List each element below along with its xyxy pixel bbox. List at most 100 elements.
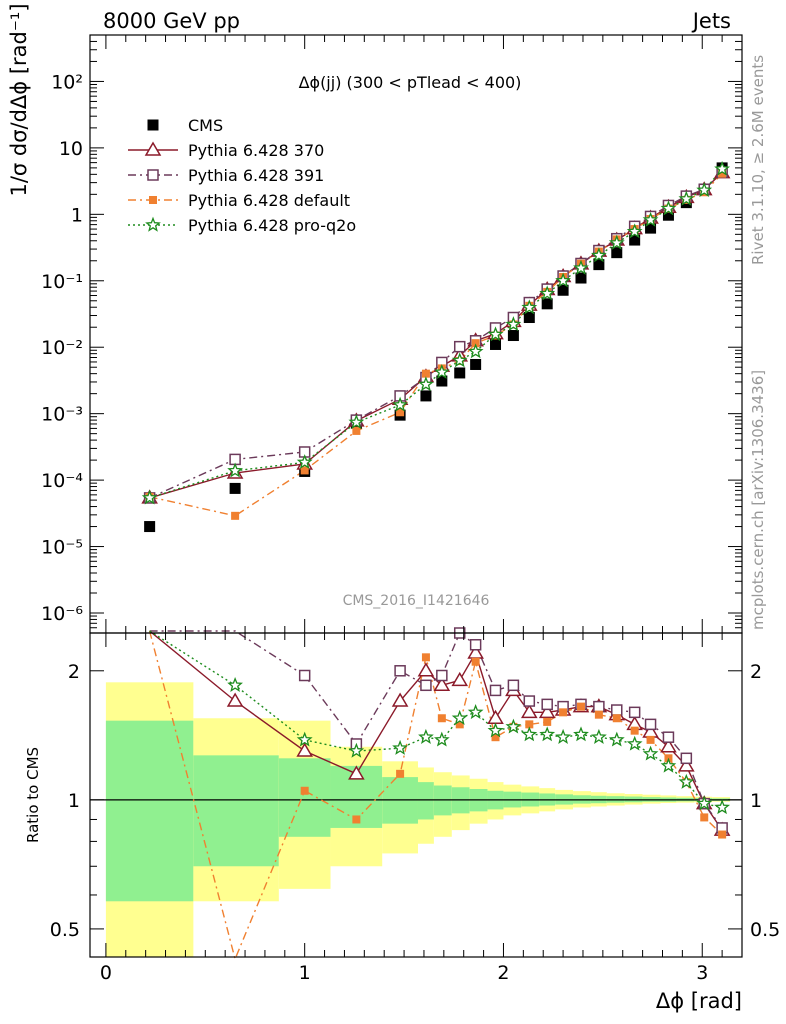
data-point [559, 708, 568, 717]
data-point [644, 718, 657, 731]
data-point [231, 511, 240, 520]
data-point [144, 141, 162, 156]
watermark: CMS_2016_I1421646 [343, 593, 490, 609]
ratio-y-tick-label-right: 2 [750, 661, 762, 683]
data-point [391, 692, 409, 707]
chart-title: Δϕ(jj) (300 < pTlead < 400) [299, 73, 522, 92]
data-point [680, 752, 693, 765]
data-point [696, 795, 713, 811]
data-point [628, 706, 641, 719]
data-point [141, 489, 158, 505]
data-point [433, 676, 451, 692]
data-point [612, 714, 621, 723]
data-point [594, 710, 603, 719]
data-point [455, 720, 464, 729]
data-point [541, 298, 553, 310]
data-point [700, 813, 709, 822]
data-point [593, 259, 605, 271]
ratio-plot-frame [89, 632, 743, 958]
header-left: 8000 GeV pp [103, 9, 240, 33]
data-point [714, 160, 731, 176]
data-point [352, 815, 361, 824]
legend-label: Pythia 6.428 default [188, 191, 350, 210]
data-point [453, 340, 466, 353]
data-point [611, 704, 623, 716]
data-point [678, 757, 695, 772]
data-point [662, 731, 675, 743]
data-point [714, 799, 731, 815]
main-y-tick-label: 10⁻⁶ [41, 603, 83, 625]
data-point [226, 692, 244, 707]
data-point [436, 375, 448, 387]
data-point [296, 454, 313, 470]
data-point [660, 738, 677, 753]
data-point [421, 369, 430, 378]
data-point [487, 722, 504, 738]
data-point [660, 757, 677, 773]
data-point [417, 662, 435, 677]
data-point [555, 728, 571, 744]
data-point [645, 222, 657, 234]
data-point [471, 657, 480, 666]
data-point [608, 234, 625, 250]
data-point [420, 679, 432, 692]
x-tick-label: 3 [696, 962, 708, 984]
data-point [296, 742, 313, 757]
data-point [396, 769, 405, 778]
data-point [642, 745, 659, 761]
data-point [348, 742, 365, 758]
data-point [539, 285, 556, 301]
data-point [149, 196, 157, 204]
mcplots-label: mcplots.cern.ch [arXiv:1306.3436] [749, 370, 767, 630]
main-y-tick-label: 10⁻³ [41, 404, 83, 426]
data-point [300, 786, 309, 795]
x-tick-label: 0 [100, 962, 112, 984]
data-point [433, 364, 450, 379]
data-point [608, 731, 625, 747]
data-point [227, 462, 243, 478]
data-point [538, 703, 556, 719]
data-point [433, 731, 450, 747]
data-point [557, 284, 569, 296]
uncertainty-band-inner [105, 720, 194, 902]
data-point [436, 669, 448, 682]
ratio-series-line [149, 630, 723, 809]
data-point [521, 726, 538, 742]
series-line [149, 168, 723, 499]
ratio-y-axis-label: Ratio to CMS [24, 747, 42, 843]
data-point [646, 735, 655, 744]
ratio-y-tick-label-right: 0.5 [750, 919, 780, 941]
legend-label: CMS [188, 116, 223, 135]
data-point [491, 733, 500, 742]
main-y-tick-label: 10 [59, 138, 83, 160]
main-y-tick-label: 10² [51, 71, 83, 93]
data-point [467, 703, 484, 720]
data-point [678, 773, 695, 789]
data-point [611, 247, 623, 259]
data-point [573, 259, 589, 275]
data-point [525, 720, 534, 729]
data-point [630, 726, 639, 735]
data-point [505, 718, 522, 734]
data-point [543, 717, 552, 726]
data-point [418, 728, 434, 744]
x-tick-label: 2 [497, 962, 509, 984]
data-point [147, 119, 159, 131]
main-y-axis-label: 1/σ dσ/dΔϕ [rad⁻¹] [7, 3, 31, 196]
legend-label: Pythia 6.428 391 [188, 166, 324, 185]
data-point [300, 466, 309, 475]
data-point [507, 330, 519, 342]
data-point [392, 396, 408, 412]
data-point [626, 223, 643, 239]
data-point [147, 169, 159, 181]
data-point [576, 702, 585, 711]
data-point [352, 426, 361, 435]
ratio-y-tick-label-right: 1 [750, 790, 762, 812]
data-point [418, 376, 434, 392]
data-point [396, 408, 405, 417]
data-point [144, 521, 156, 533]
data-point [420, 390, 432, 402]
data-point [451, 709, 468, 725]
data-point [437, 714, 446, 723]
